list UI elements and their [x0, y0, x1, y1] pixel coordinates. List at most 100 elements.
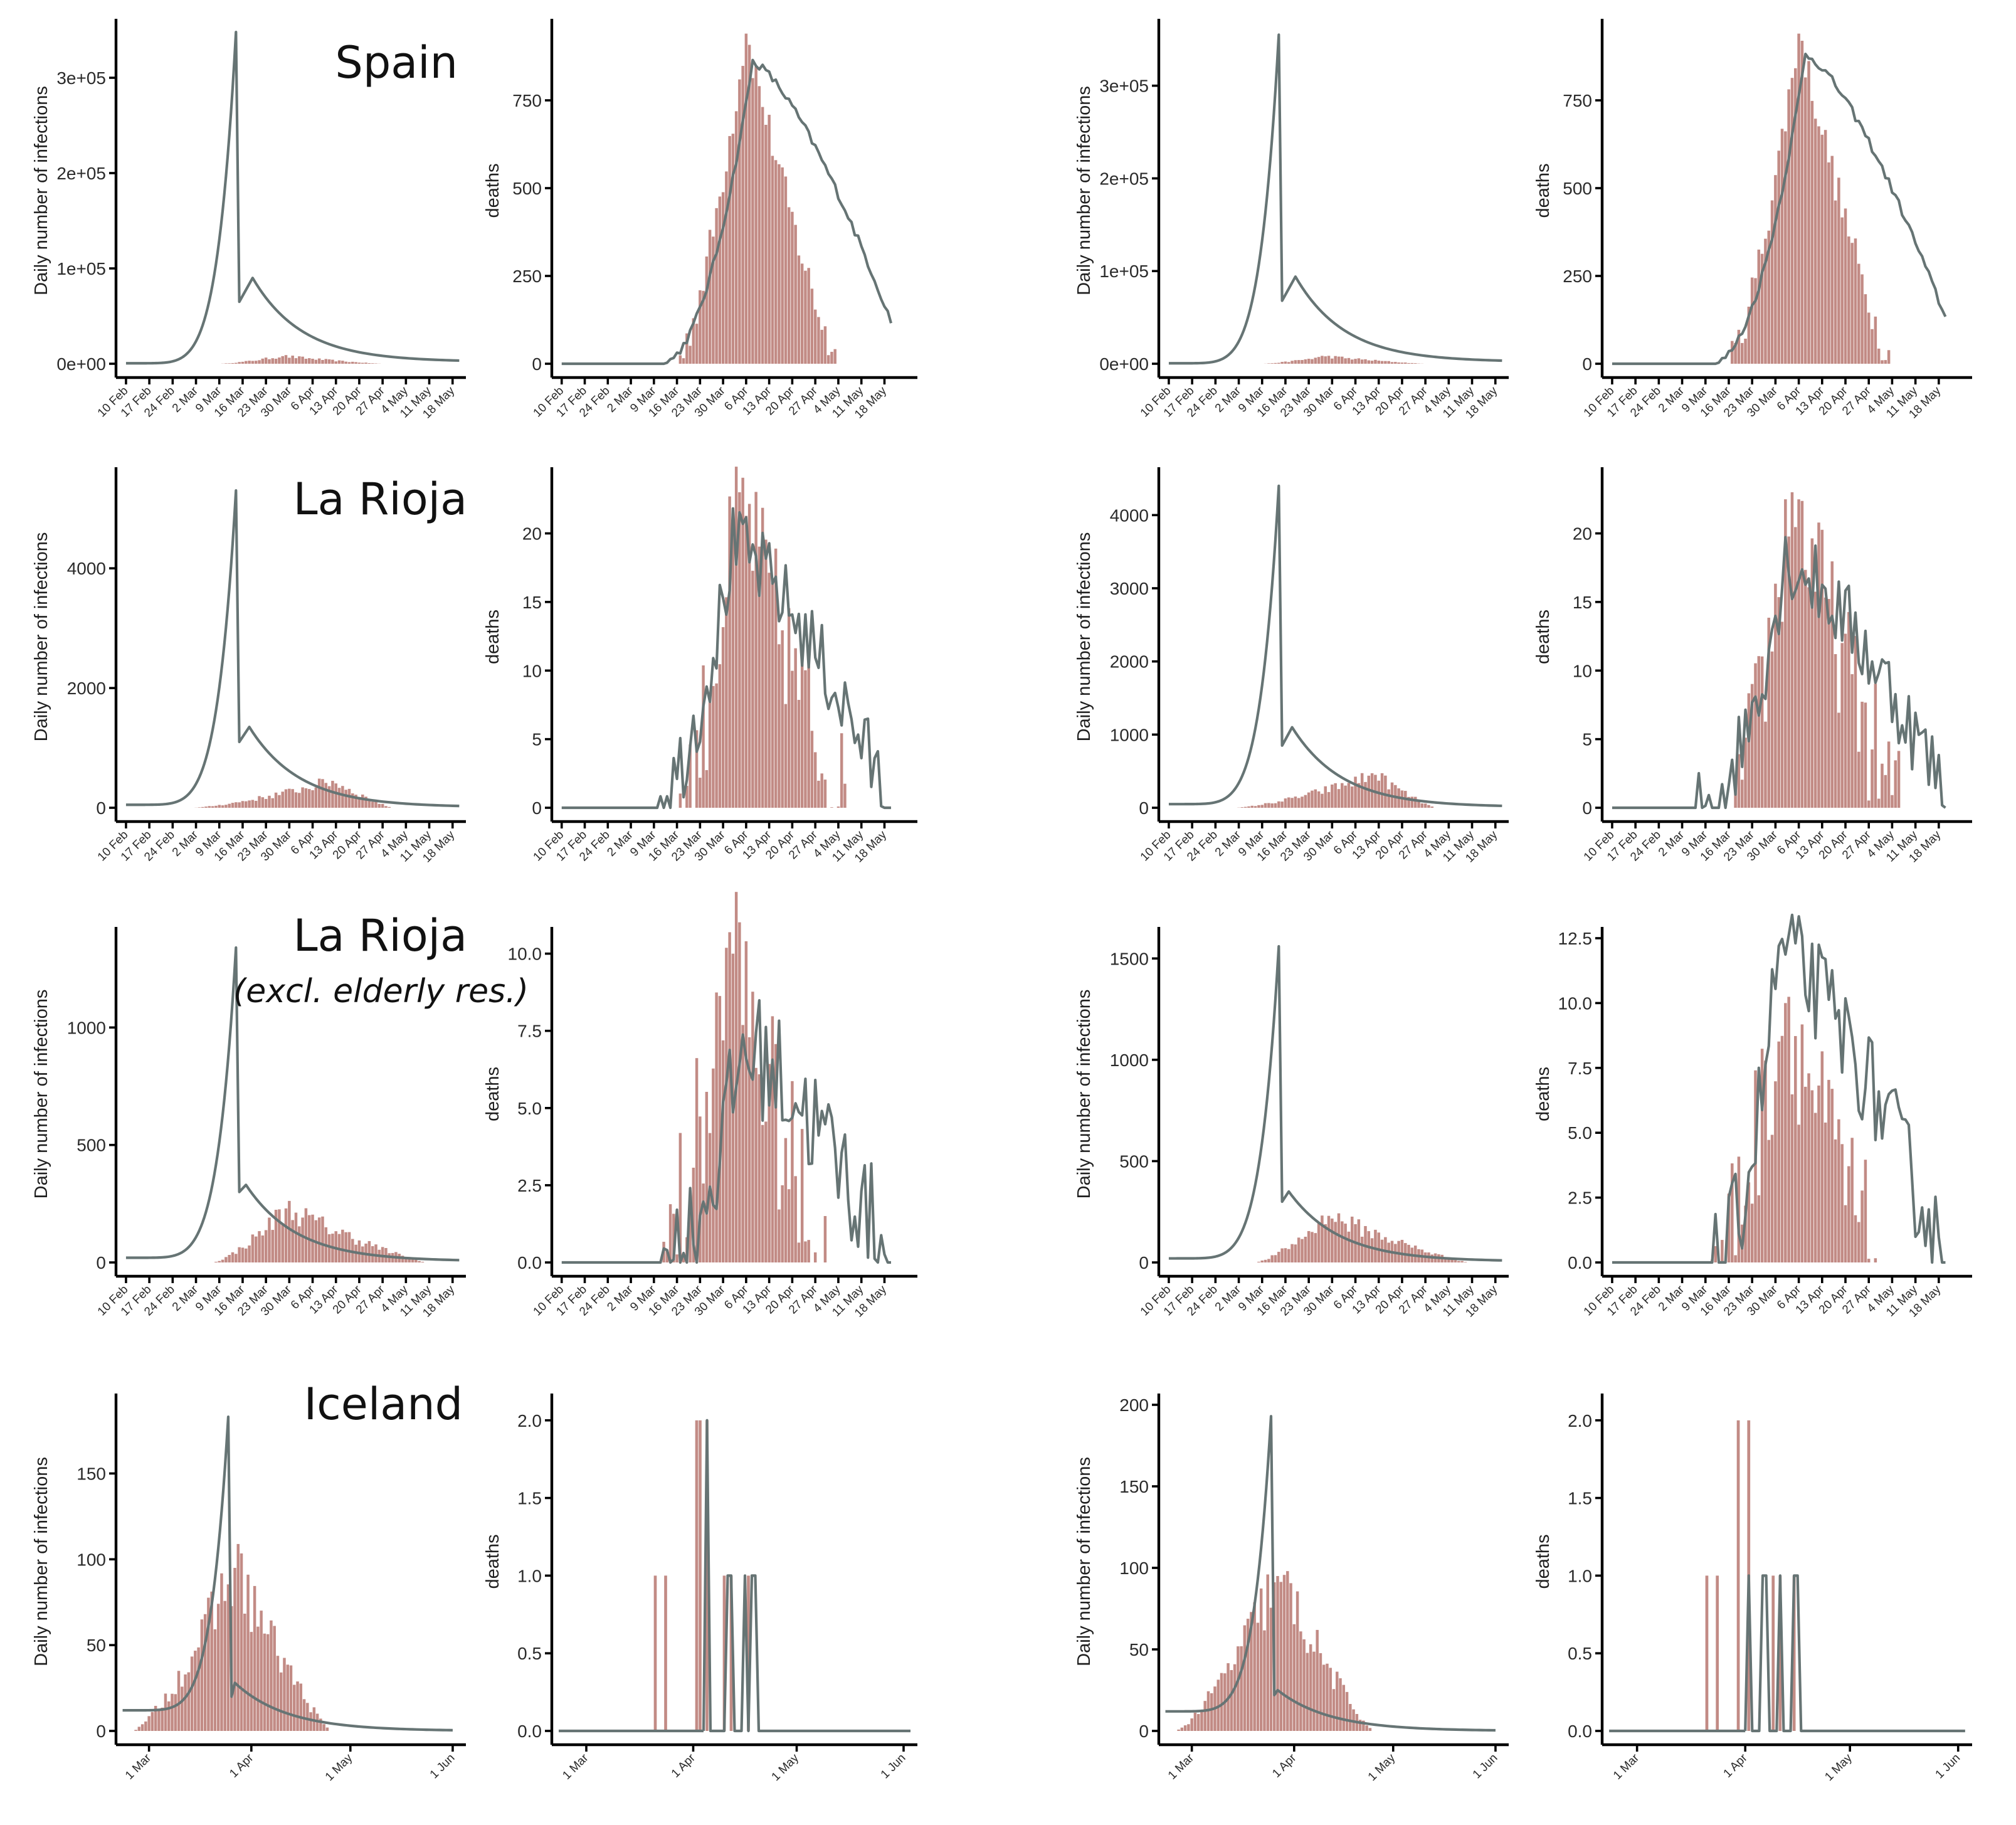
bar	[271, 358, 275, 364]
bar	[804, 1241, 807, 1262]
bar	[1874, 684, 1877, 808]
bar	[1827, 1079, 1830, 1262]
bar	[274, 792, 278, 808]
bar	[695, 324, 699, 364]
bar	[1370, 361, 1374, 364]
bar	[214, 805, 218, 808]
bar	[1754, 1070, 1757, 1262]
bar	[311, 790, 314, 808]
y-tick-label: 1.5	[1568, 1489, 1592, 1508]
bar	[1737, 329, 1741, 364]
bar	[807, 1240, 810, 1262]
bar	[1269, 1607, 1273, 1731]
bar	[1267, 803, 1270, 808]
bar	[1277, 1252, 1280, 1262]
bar	[1744, 738, 1747, 808]
bar	[1331, 1218, 1334, 1262]
bar	[1787, 997, 1790, 1262]
bar	[1280, 1248, 1284, 1262]
bar	[1337, 356, 1341, 364]
bar	[1344, 358, 1347, 364]
bar	[1850, 1138, 1854, 1262]
bar	[1365, 1725, 1368, 1731]
bar	[1282, 1575, 1286, 1731]
bar	[309, 1712, 312, 1731]
bar	[1387, 789, 1390, 808]
bar	[1339, 1678, 1342, 1731]
bar	[1750, 277, 1754, 364]
bar	[1319, 1653, 1322, 1731]
bar	[164, 1693, 167, 1731]
bar	[216, 1604, 220, 1731]
bar	[787, 608, 791, 808]
bar	[804, 270, 807, 364]
bar	[1750, 1203, 1754, 1262]
bar	[747, 504, 751, 808]
bar	[1357, 1219, 1361, 1262]
bar	[1754, 663, 1757, 808]
bar	[1817, 126, 1820, 364]
bar	[1237, 1646, 1240, 1731]
bar	[271, 798, 275, 808]
bar	[754, 492, 757, 808]
bar	[731, 529, 735, 808]
bar	[174, 1694, 177, 1731]
bar	[692, 1167, 695, 1262]
bar	[689, 744, 692, 808]
bar	[1423, 803, 1427, 808]
bar	[161, 1707, 164, 1731]
bar	[190, 1656, 194, 1731]
bar	[304, 359, 308, 364]
estimated-series-line	[122, 1415, 453, 1732]
bar	[1778, 1575, 1782, 1731]
bar	[381, 1247, 384, 1262]
bar	[171, 1693, 174, 1731]
bar	[1270, 1255, 1274, 1262]
bar	[721, 627, 725, 808]
bar	[307, 789, 311, 808]
bar	[1410, 796, 1414, 808]
estimated-series-line	[1168, 484, 1502, 808]
y-axis-label: Daily number of infections	[1074, 532, 1094, 742]
bar	[347, 362, 351, 364]
bar	[238, 1247, 241, 1262]
y-tick-label: 200	[1119, 1395, 1149, 1415]
bar	[807, 665, 810, 808]
bar	[712, 1068, 715, 1262]
x-tick-label: 1 Jun	[1470, 1752, 1501, 1782]
bar	[1352, 1709, 1355, 1731]
bar	[1860, 1190, 1864, 1262]
bar	[1747, 306, 1751, 364]
bar	[1860, 274, 1864, 364]
row-titles: Spain La Rioja La Rioja (excl. elderly r…	[233, 37, 529, 1430]
bar	[224, 363, 228, 364]
bar	[728, 135, 731, 364]
bar	[774, 160, 778, 364]
bar	[664, 1575, 667, 1731]
bar	[800, 645, 804, 808]
bar	[1800, 500, 1804, 808]
y-tick-label: 0.0	[1568, 1722, 1592, 1741]
bar	[1260, 805, 1264, 808]
bar	[301, 787, 304, 808]
y-tick-label: 1e+05	[1099, 262, 1149, 281]
bar	[351, 361, 354, 364]
bar	[768, 573, 771, 808]
bar	[1259, 1588, 1263, 1731]
bar	[1813, 1113, 1817, 1262]
bar	[321, 779, 324, 808]
bar	[1290, 1244, 1294, 1262]
bar	[685, 333, 689, 364]
bar	[264, 357, 268, 364]
bar	[1345, 1691, 1349, 1731]
x-tick-label: 1 Jun	[428, 1752, 458, 1782]
bar	[702, 665, 705, 808]
x-tick-label: 1 Apr	[1721, 1751, 1751, 1780]
bar	[1306, 1653, 1309, 1731]
x-tick-label: 1 May	[323, 1751, 356, 1784]
bar	[286, 1664, 289, 1731]
bar	[1327, 791, 1331, 808]
bar	[1403, 1243, 1407, 1262]
bar	[747, 1575, 750, 1731]
